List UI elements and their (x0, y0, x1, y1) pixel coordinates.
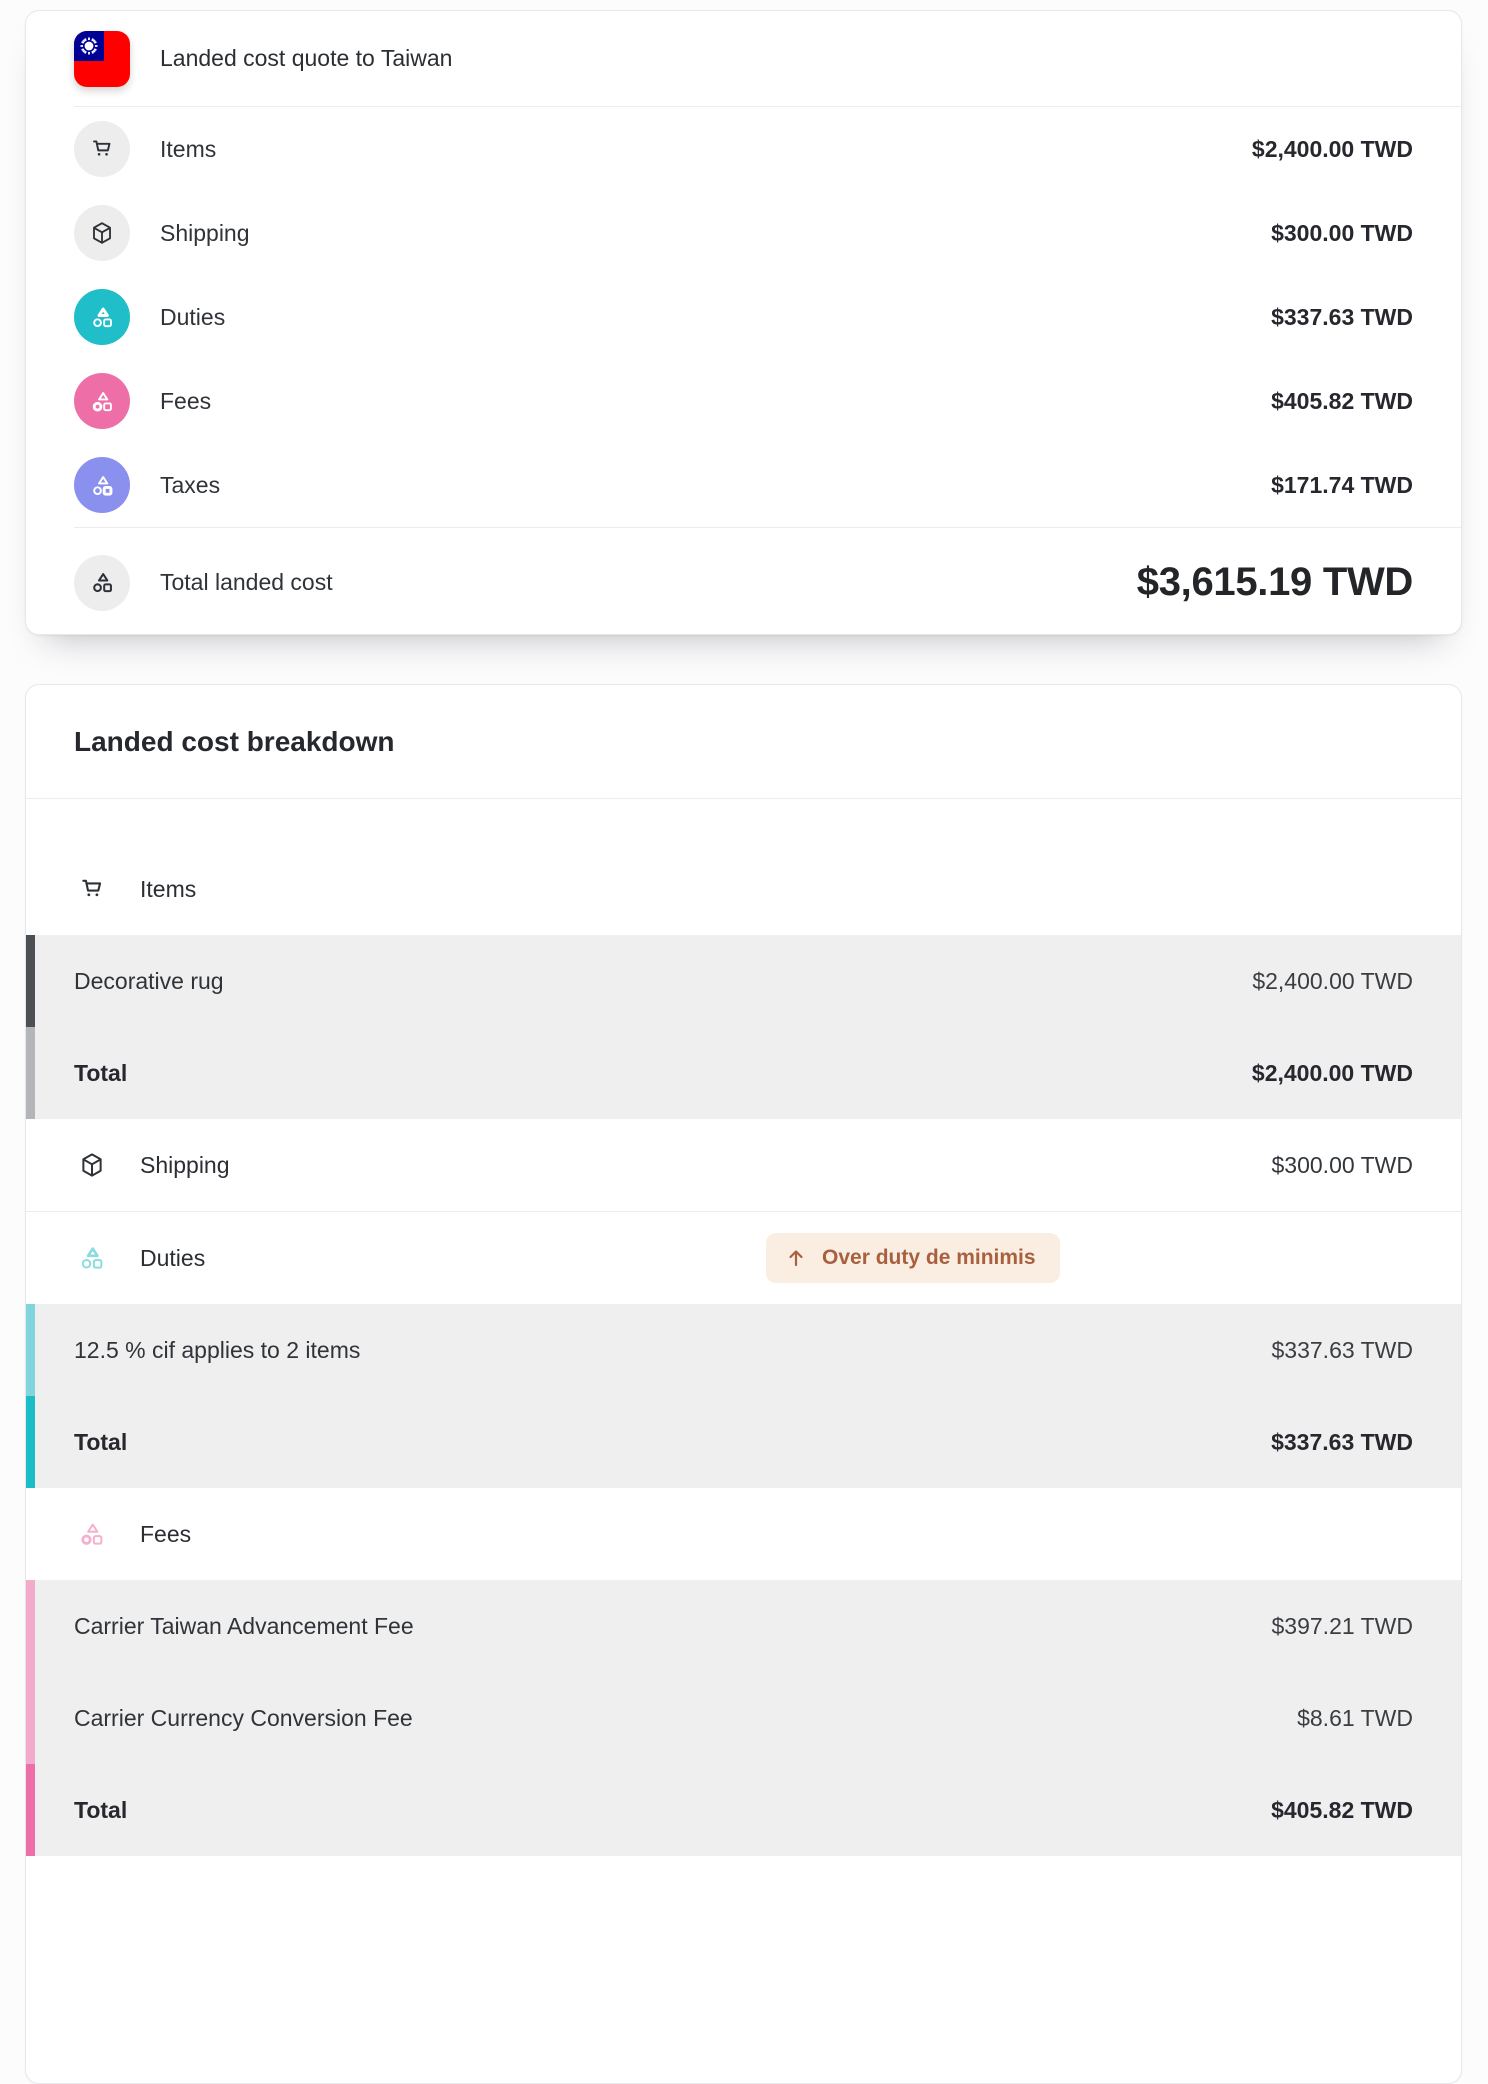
arrow-up-icon (789, 1250, 803, 1267)
section-label: Shipping (140, 1151, 230, 1178)
items-breakdown-block: Decorative rug $2,400.00 TWD Total $2,40… (26, 935, 1461, 1119)
breakdown-list: Items Decorative rug $2,400.00 TWD Total… (26, 799, 1461, 1856)
quote-row-label: Fees (160, 387, 212, 414)
duties-breakdown-block: 12.5 % cif applies to 2 items $337.63 TW… (26, 1304, 1461, 1488)
quote-total-value: $3,615.19 TWD (1136, 560, 1414, 604)
breakdown-total-row: Total $405.82 TWD (26, 1764, 1461, 1856)
fees-shapes-icon (74, 1519, 110, 1549)
quote-row-label: Duties (160, 303, 226, 330)
total-label: Total (74, 1796, 128, 1823)
row-value: $337.63 TWD (1271, 1336, 1413, 1363)
section-label: Items (140, 875, 197, 902)
breakdown-section-duties: Duties Over duty de minimis (26, 1212, 1461, 1304)
breakdown-row: Carrier Taiwan Advancement Fee $397.21 T… (26, 1580, 1461, 1672)
quote-title: Landed cost quote to Taiwan (160, 45, 453, 71)
package-icon (74, 1151, 110, 1179)
taiwan-flag-icon (74, 30, 130, 87)
fees-breakdown-block: Carrier Taiwan Advancement Fee $397.21 T… (26, 1580, 1461, 1856)
duties-shapes-icon (74, 1243, 110, 1273)
total-value: $2,400.00 TWD (1251, 1059, 1413, 1086)
package-icon (74, 205, 130, 261)
breakdown-row: Decorative rug $2,400.00 TWD (26, 935, 1461, 1027)
section-value: $300.00 TWD (1271, 1151, 1413, 1178)
breakdown-row: Carrier Currency Conversion Fee $8.61 TW… (26, 1672, 1461, 1764)
duties-shapes-icon (74, 289, 130, 345)
row-label: Carrier Currency Conversion Fee (74, 1704, 413, 1731)
cart-icon (74, 121, 130, 177)
breakdown-section-fees: Fees (26, 1488, 1461, 1580)
total-label: Total (74, 1428, 128, 1455)
cart-icon (74, 875, 110, 903)
quote-row-value: $171.74 TWD (1271, 471, 1413, 498)
quote-row-label: Shipping (160, 219, 250, 246)
breakdown-section-shipping: Shipping $300.00 TWD (26, 1119, 1461, 1211)
row-label: Carrier Taiwan Advancement Fee (74, 1612, 414, 1639)
row-label: 12.5 % cif applies to 2 items (74, 1336, 361, 1363)
total-value: $405.82 TWD (1271, 1796, 1413, 1823)
row-value: $397.21 TWD (1271, 1612, 1413, 1639)
fees-shapes-icon (74, 373, 130, 429)
quote-row-taxes: Taxes $171.74 TWD (74, 443, 1413, 527)
quote-row-value: $2,400.00 TWD (1251, 135, 1413, 162)
breakdown-row: 12.5 % cif applies to 2 items $337.63 TW… (26, 1304, 1461, 1396)
quote-total-label: Total landed cost (160, 569, 333, 595)
landed-cost-breakdown-card: Landed cost breakdown Items Decorative r… (25, 684, 1462, 2084)
quote-row-items: Items $2,400.00 TWD (74, 107, 1413, 191)
quote-row-value: $300.00 TWD (1271, 219, 1413, 246)
total-shapes-icon (74, 554, 130, 611)
quote-row-value: $405.82 TWD (1271, 387, 1413, 414)
quote-row-fees: Fees $405.82 TWD (74, 359, 1413, 443)
breakdown-title: Landed cost breakdown (26, 685, 1461, 799)
breakdown-total-row: Total $337.63 TWD (26, 1396, 1461, 1488)
row-value: $2,400.00 TWD (1252, 967, 1413, 994)
quote-row-value: $337.63 TWD (1271, 303, 1413, 330)
landed-cost-quote-card: Landed cost quote to Taiwan Items $2,400… (25, 10, 1462, 635)
breakdown-total-row: Total $2,400.00 TWD (26, 1027, 1461, 1119)
badge-text: Over duty de minimis (822, 1246, 1036, 1269)
total-label: Total (74, 1059, 128, 1086)
quote-row-label: Items (160, 135, 217, 162)
quote-row-label: Taxes (160, 471, 221, 498)
breakdown-section-items: Items (26, 843, 1461, 935)
taxes-shapes-icon (74, 457, 130, 513)
quote-total-row: Total landed cost $3,615.19 TWD (74, 527, 1461, 637)
quote-row-shipping: Shipping $300.00 TWD (74, 191, 1413, 275)
section-label: Duties (140, 1244, 206, 1271)
total-value: $337.63 TWD (1271, 1428, 1413, 1455)
section-divider (26, 1211, 1461, 1212)
quote-header: Landed cost quote to Taiwan (74, 11, 1461, 107)
row-value: $8.61 TWD (1297, 1704, 1413, 1731)
over-de-minimis-badge: Over duty de minimis (766, 1233, 1060, 1283)
section-label: Fees (140, 1520, 192, 1547)
row-label: Decorative rug (74, 967, 224, 994)
quote-row-duties: Duties $337.63 TWD (74, 275, 1413, 359)
